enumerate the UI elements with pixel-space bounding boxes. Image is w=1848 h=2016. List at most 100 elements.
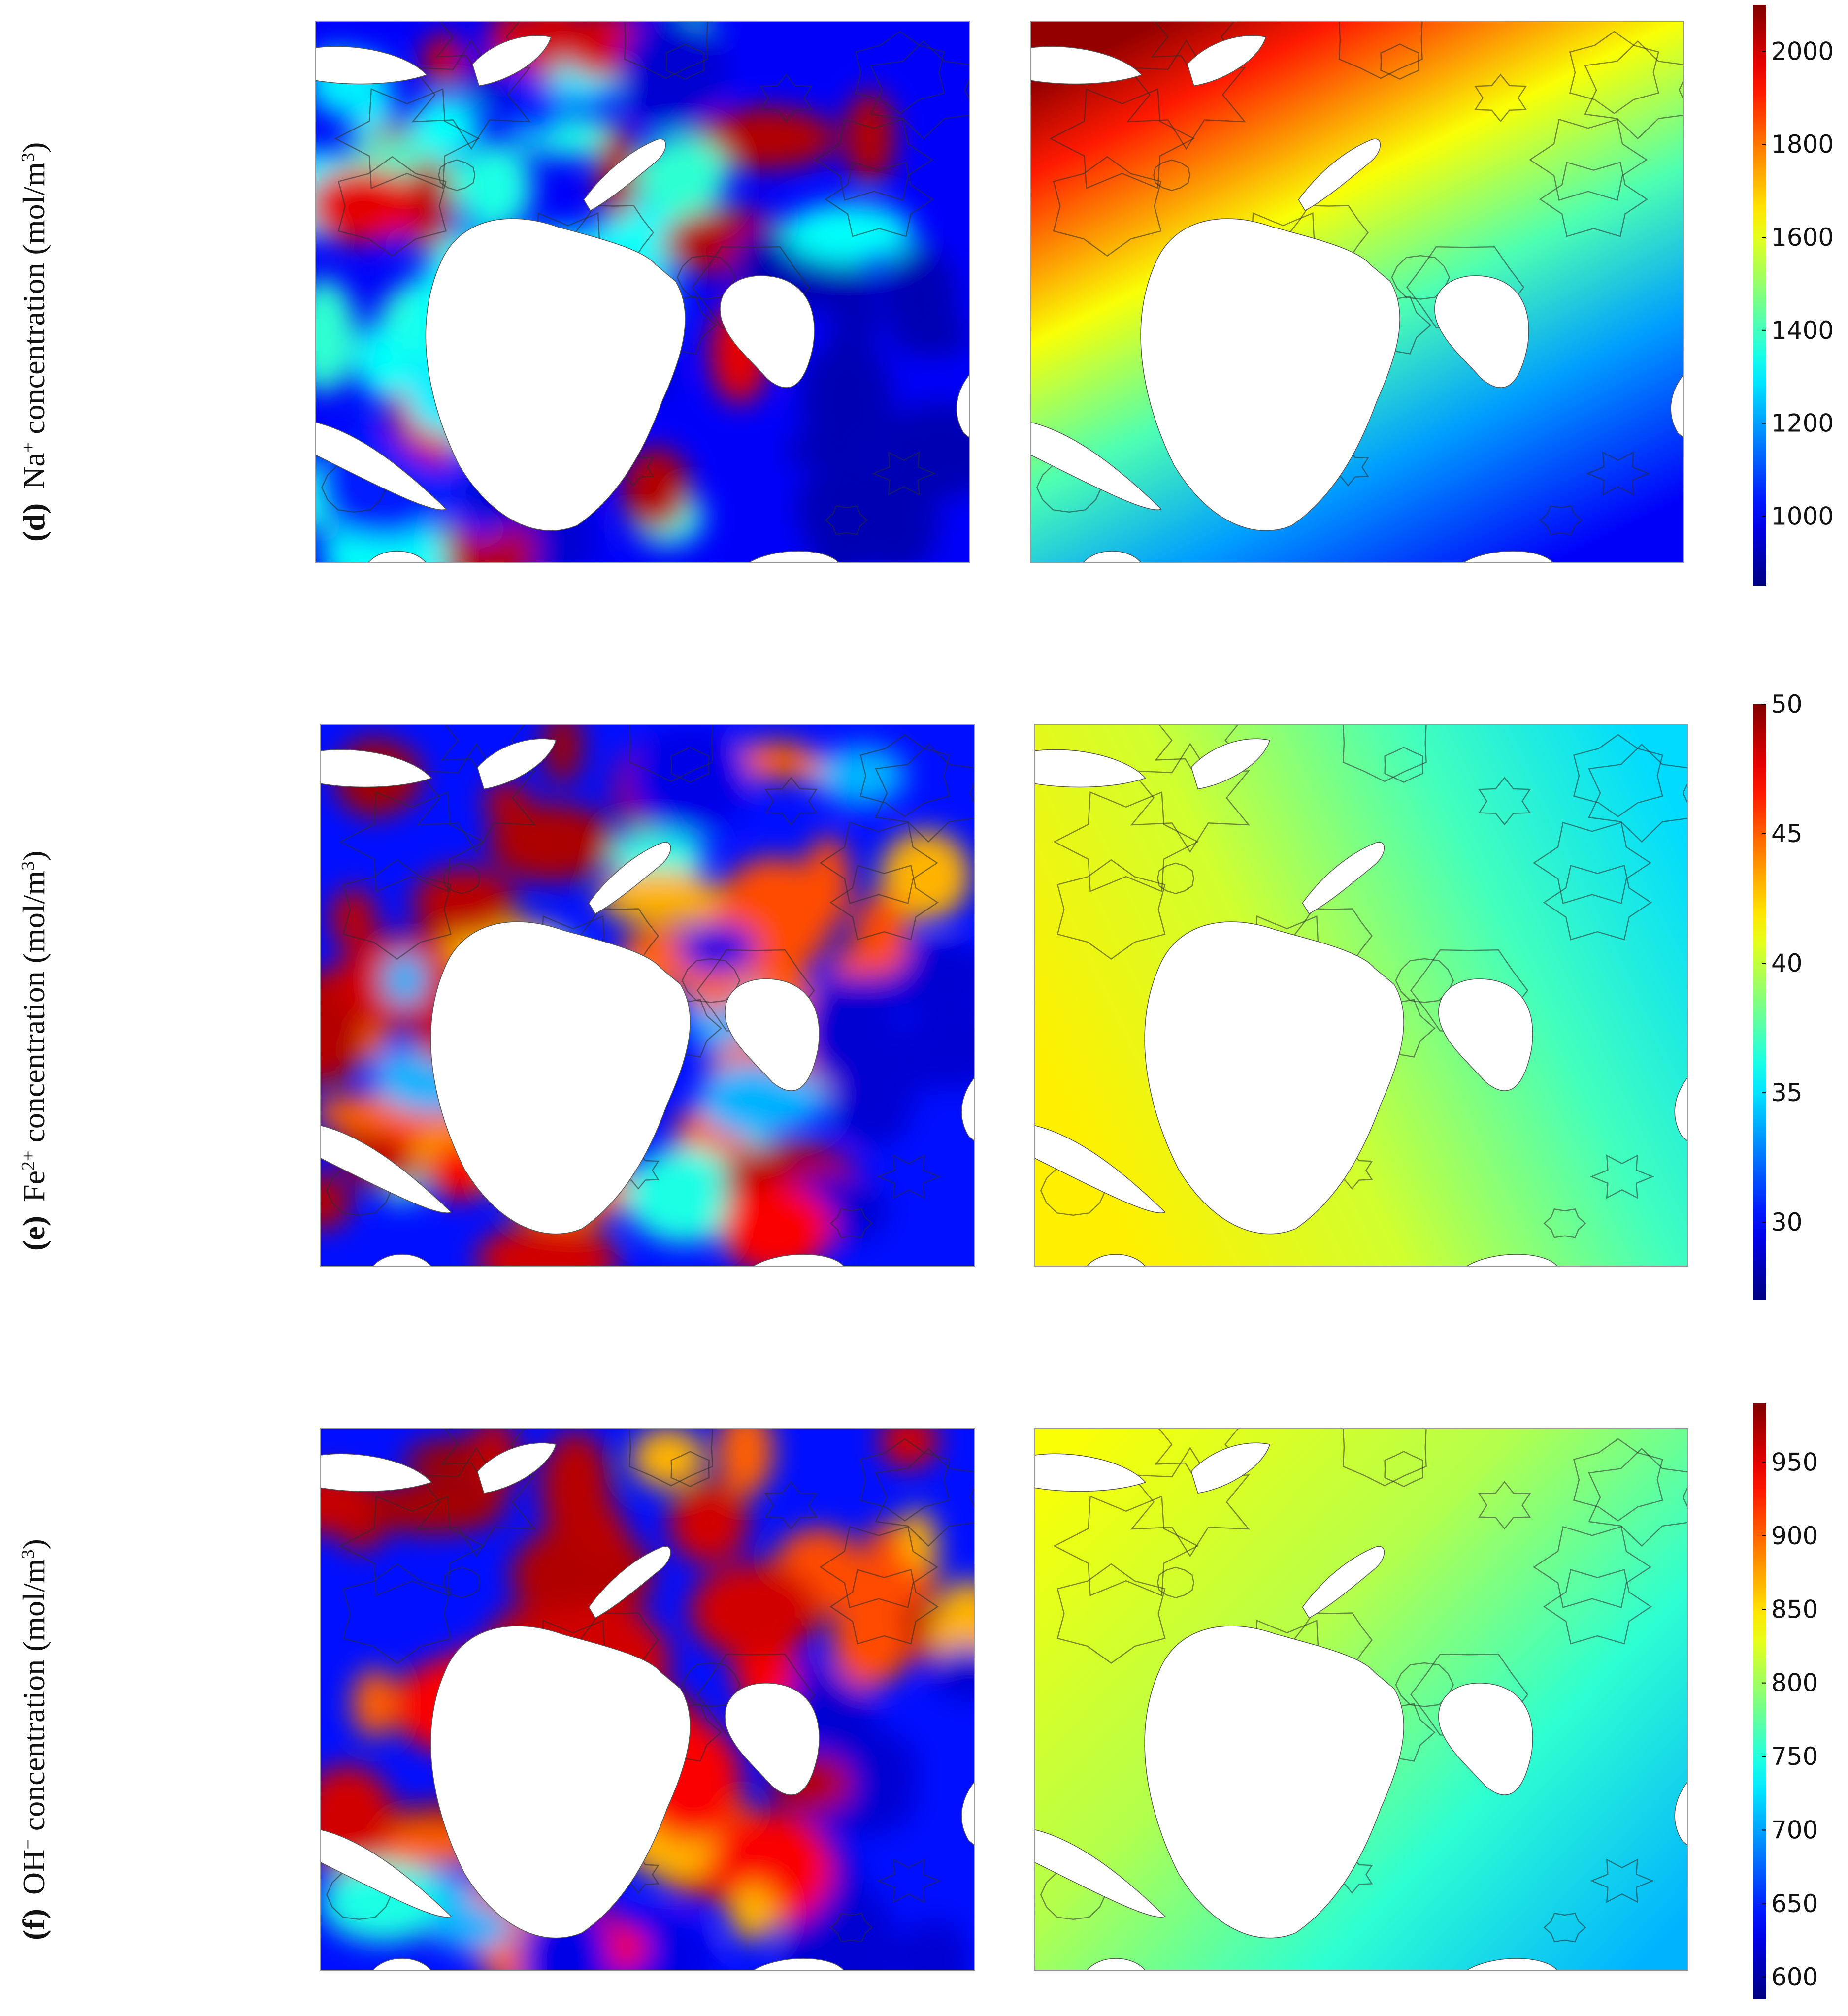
contour-line [1056,859,1166,960]
contour-line [1053,156,1162,257]
colorbar-tick-label: 850 [1771,1595,1818,1624]
field-patch [320,1008,363,1086]
field-patch [864,1521,906,1615]
ion-sup-d: + [18,442,38,453]
colorbar-tick-label: 40 [1771,949,1803,977]
row-label-f: (f) OH− concentration (mol/m3) [0,1374,79,2014]
contour-line [443,862,481,894]
pore-hole [1190,738,1271,790]
contour-line [1588,744,1688,843]
field-patch [918,301,962,358]
contour-line [875,1448,975,1547]
colorbar-tick-label: 2000 [1771,37,1834,65]
contour-line [1157,862,1194,894]
field-patch [844,91,895,184]
pore-hole [725,978,820,1091]
contour-line [872,451,936,496]
pore-hole [472,35,552,87]
pore-hole [372,1958,432,1971]
field-patch [717,1428,774,1496]
contour-line [1395,958,1454,1003]
row-letter-d: (d) [16,503,51,542]
pore-hole [320,749,432,788]
unit-close-d: ) [16,142,51,153]
field-patch [799,338,893,460]
pore-hole [956,373,970,439]
row-e: (e) Fe2+ concentration (mol/m3) 50 45 40 35… [0,684,1848,1325]
colorbar-svg-d: 2000 1800 1600 1400 1200 1000 [1753,5,1834,586]
unit-sup-e: 3 [18,861,38,871]
pore-hole [430,921,691,1235]
colorbar-tick-label: 35 [1771,1078,1803,1107]
pore-hole [1030,46,1143,85]
row-label-svg-f: (f) OH− concentration (mol/m3) [16,1539,51,1940]
pore-hole [747,551,840,563]
field-patch [383,952,427,1007]
field-patch [456,142,533,233]
pore-hole [1187,35,1267,87]
ion-sup-e: 2+ [18,1151,38,1171]
field-patch [669,1482,749,1564]
pore-hole [372,1254,432,1267]
pore-regions [320,738,975,1267]
contour-line [1539,505,1583,535]
field-patch [352,1668,397,1738]
panel-frame [1034,724,1688,1267]
unit-sup-d: 3 [18,153,38,162]
row-label-text-f: (f) OH− concentration (mol/m3) [16,1539,51,1940]
field-patch [880,830,970,921]
field-patch [831,1598,910,1688]
contour-line [859,734,950,817]
contour-line [1573,734,1663,817]
pore-hole [320,1829,452,1918]
contour-line [342,1563,452,1664]
contour-line [829,1208,873,1238]
contour-line [339,1496,485,1596]
pore-hole [477,738,557,790]
label-suffix-d: concentration (mol/m [16,162,51,442]
contour-line [1053,791,1199,892]
heatmap-panel-d-left [315,21,970,563]
contour-line [1590,1858,1654,1903]
panel-frame [320,724,975,1267]
pore-hole [752,1254,845,1267]
contour-line [670,1451,710,1488]
ion-e: Fe [16,1171,51,1202]
contour-line [1478,777,1531,826]
contour-line [342,859,452,960]
contour-line [1391,255,1451,300]
unit-close-f: ) [16,1539,51,1549]
pore-hole [477,1442,557,1494]
pore-hole [425,218,686,531]
colorbar-tick-label: 45 [1771,819,1803,848]
pore-hole [1674,1076,1688,1142]
colorbar-tick-label: 600 [1771,1963,1818,1991]
contour-line [814,118,933,201]
field-patch [315,167,421,244]
field-patch [409,95,481,157]
pore-hole [583,138,666,211]
field-patch [624,1147,744,1244]
unit-close-e: ) [16,851,51,861]
contour-line [337,156,447,257]
contour-line [339,791,485,892]
pore-regions [1034,738,1688,1267]
contour-line [665,43,705,80]
pore-regions [1034,1442,1688,1971]
field-patch [720,1183,832,1267]
contour-line [1533,821,1652,904]
heatmap-d-left [315,21,970,563]
pore-regions [315,35,970,563]
contour-line [1384,1451,1423,1488]
pore-hole [1434,275,1529,388]
field-patch [854,893,909,976]
field-patch [903,1000,975,1089]
ion-f: OH [16,1850,51,1895]
pore-hole [1144,921,1404,1235]
pore-hole [720,275,815,388]
heatmap-panel-d-right [1030,21,1684,563]
row-d: (d) Na+ concentration (mol/m3) 2000 1800 1… [0,0,1848,640]
heatmap-panel-f-left [320,1428,975,1971]
contour-line [1342,724,1427,782]
pore-hole [1034,1829,1166,1918]
